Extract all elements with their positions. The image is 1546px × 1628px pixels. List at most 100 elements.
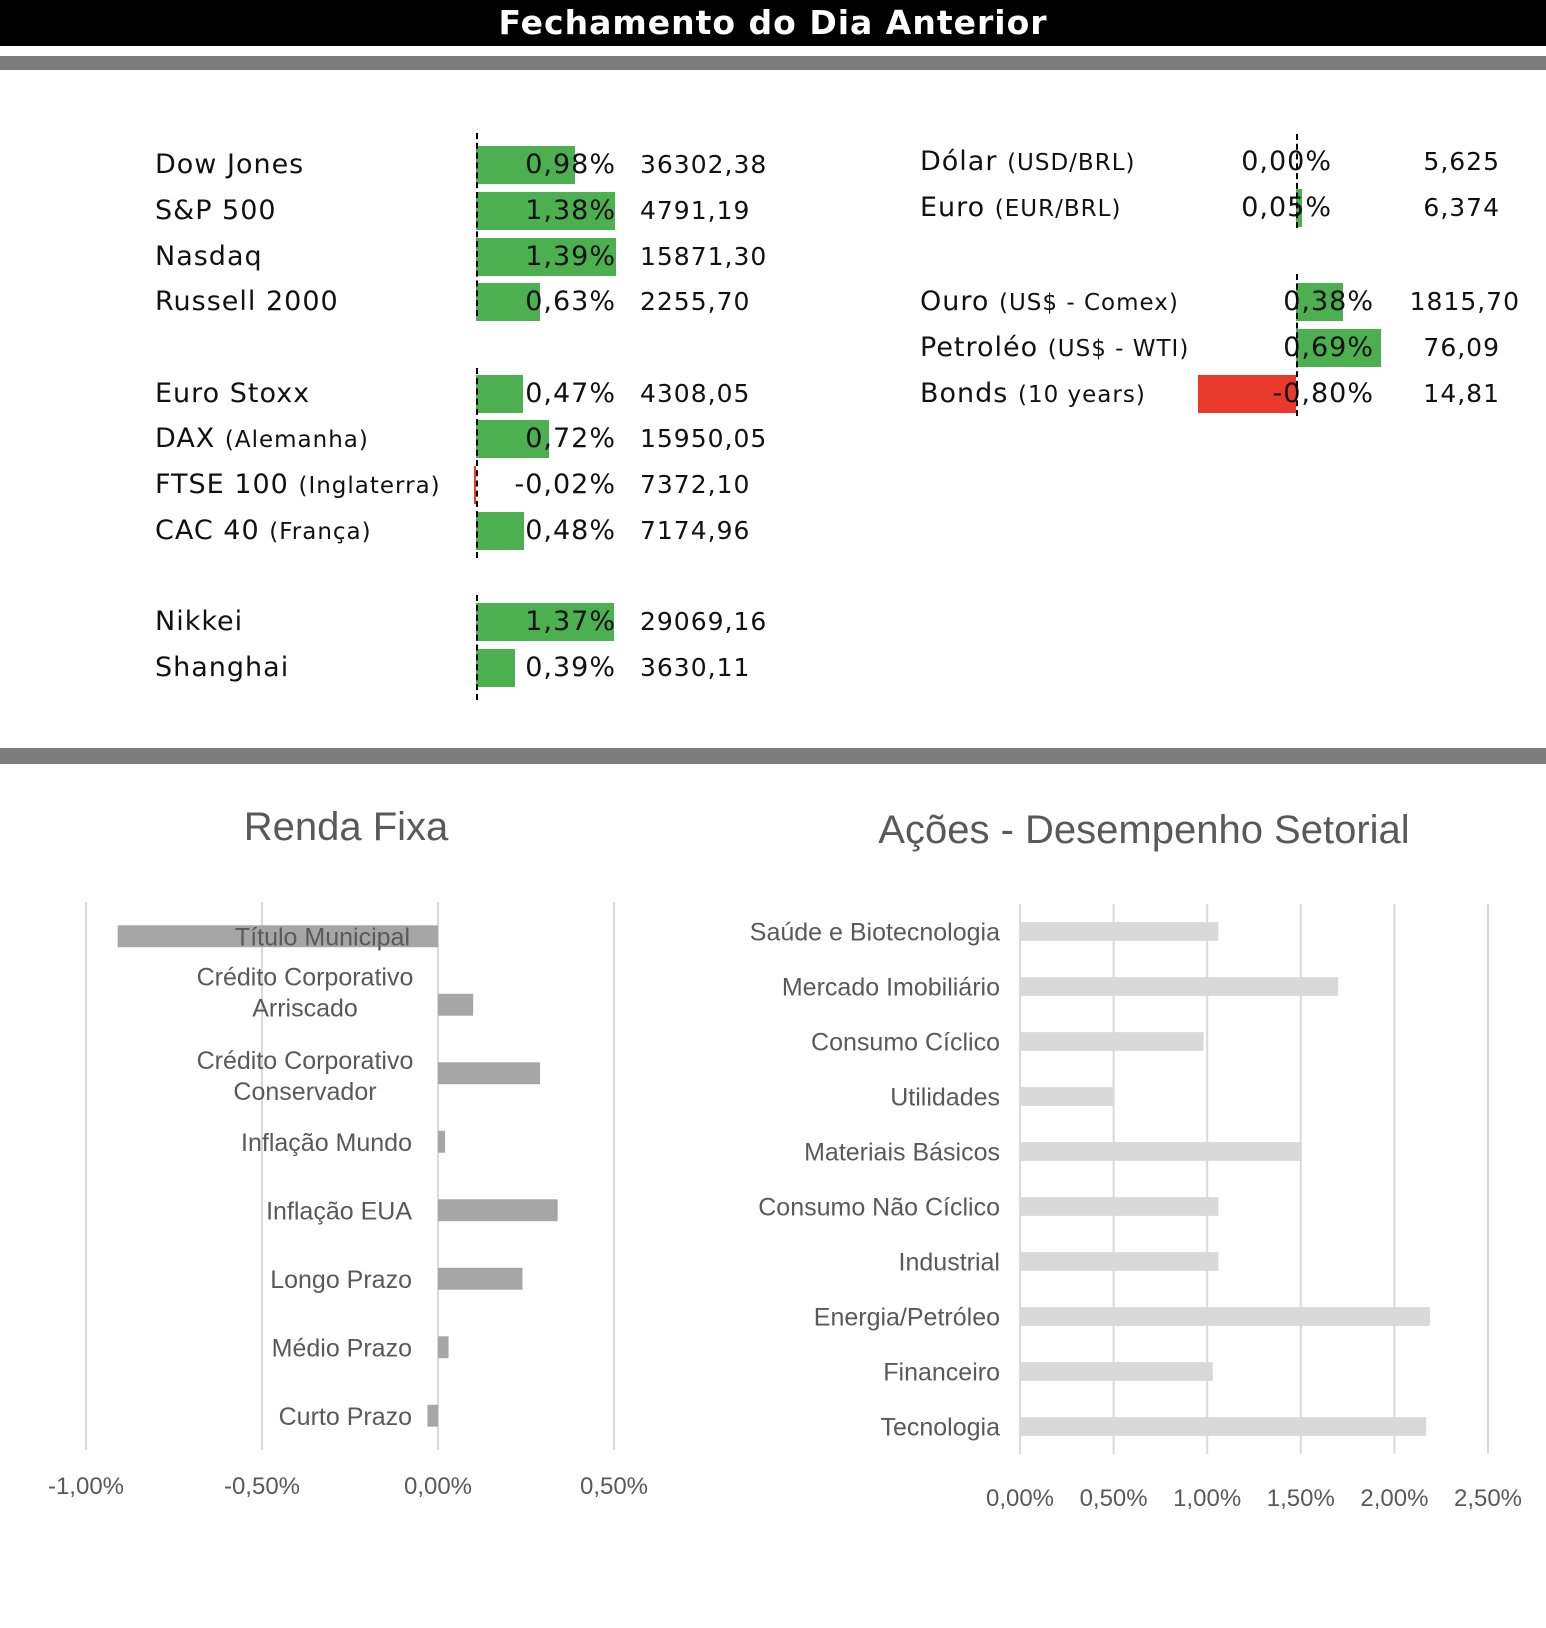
asset-name-sub: (10 years) — [1017, 382, 1146, 408]
index-pct: 0,39% — [525, 652, 616, 683]
category-label: Utilidades — [890, 1084, 1000, 1112]
index-name-main: DAX — [155, 423, 216, 454]
category-label: Saúde e Biotecnologia — [750, 919, 1000, 947]
asset-bar — [1296, 189, 1303, 227]
bar — [438, 1336, 449, 1359]
x-tick-label: 0,00% — [986, 1485, 1054, 1510]
index-pct: 1,38% — [525, 195, 616, 226]
index-row: CAC 40 (França) 0,48% 7174,96 — [0, 511, 780, 551]
asset-value: 14,81 — [1423, 379, 1500, 408]
index-name-main: Russell 2000 — [155, 286, 339, 317]
asset-bar — [1296, 329, 1381, 367]
index-pct: 0,98% — [525, 149, 616, 180]
category-label: Consumo Não Cíclico — [758, 1194, 1000, 1222]
index-zero-axis — [476, 595, 478, 700]
bar — [1020, 977, 1339, 996]
asset-name-sub: (USD/BRL) — [1007, 150, 1136, 176]
bar — [427, 1404, 438, 1427]
index-row: Nasdaq 1,39% 15871,30 — [0, 237, 780, 277]
asset-pct: 0,05% — [1241, 192, 1332, 223]
index-pct: 0,72% — [525, 423, 616, 454]
x-tick-label: 1,00% — [1173, 1485, 1241, 1510]
index-value: 7174,96 — [640, 516, 751, 545]
index-name: Russell 2000 — [155, 282, 339, 322]
index-row: Nikkei 1,37% 29069,16 — [0, 602, 780, 642]
index-name: Euro Stoxx — [155, 374, 310, 414]
index-row: Dow Jones 0,98% 36302,38 — [0, 145, 780, 185]
bar — [1020, 1307, 1430, 1326]
index-name: DAX (Alemanha) — [155, 419, 369, 460]
index-name-sub: (França) — [269, 519, 372, 545]
index-pct: 0,48% — [525, 515, 616, 546]
asset-row: Euro (EUR/BRL) 0,05% 6,374 — [0, 188, 1546, 228]
index-value: 4308,05 — [640, 379, 751, 408]
index-value: 15950,05 — [640, 424, 768, 453]
bar — [1020, 1087, 1114, 1106]
asset-name-main: Euro — [920, 192, 986, 223]
index-name: Nikkei — [155, 602, 243, 642]
index-value: 2255,70 — [640, 287, 751, 316]
bar — [117, 925, 439, 948]
bar — [1020, 1362, 1213, 1381]
category-label: Tecnologia — [880, 1414, 1000, 1442]
index-value: 15871,30 — [640, 242, 768, 271]
index-name-main: FTSE 100 — [155, 469, 289, 500]
asset-name: Petroléo (US$ - WTI) — [920, 328, 1189, 369]
asset-pct: 0,38% — [1283, 286, 1374, 317]
index-name: S&P 500 — [155, 191, 277, 231]
index-value: 3630,11 — [640, 653, 751, 682]
bar — [438, 1267, 523, 1290]
index-pct: 0,63% — [525, 286, 616, 317]
asset-row: Bonds (10 years) -0,80% 14,81 — [0, 374, 1546, 414]
asset-name-main: Bonds — [920, 378, 1009, 409]
renda-fixa-chart: Renda Fixa -1,00% -0,50% 0,00% 0,50% Título M… — [48, 805, 648, 1500]
index-name-main: Dow Jones — [155, 149, 305, 180]
index-name-main: Euro Stoxx — [155, 378, 311, 409]
bar — [1020, 1417, 1427, 1436]
asset-value: 76,09 — [1423, 333, 1500, 362]
bar — [1020, 1142, 1301, 1161]
index-value: 7372,10 — [640, 470, 751, 499]
setorial-chart: Ações - Desempenho Setorial 0,00% 0,50% 1,0… — [750, 808, 1522, 1510]
index-name: Dow Jones — [155, 145, 304, 185]
asset-row: Ouro (US$ - Comex) 0,38% 1815,70 — [0, 282, 1546, 322]
asset-bar — [1197, 375, 1296, 413]
x-tick-label: -1,00% — [48, 1473, 124, 1500]
x-tick-label: 0,50% — [580, 1473, 648, 1500]
index-zero-axis — [476, 368, 478, 558]
index-row: Shanghai 0,39% 3630,11 — [0, 648, 780, 688]
index-row: Euro Stoxx 0,47% 4308,05 — [0, 374, 780, 414]
middle-divider — [0, 748, 1546, 764]
asset-name-sub: (US$ - Comex) — [998, 290, 1179, 316]
index-value: 29069,16 — [640, 607, 768, 636]
asset-zero-axis — [1296, 134, 1298, 228]
category-label: Industrial — [899, 1249, 1000, 1277]
asset-name-sub: (US$ - WTI) — [1047, 336, 1190, 362]
index-zero-axis — [476, 133, 478, 316]
x-tick-label: 2,00% — [1360, 1485, 1428, 1510]
index-row: Russell 2000 0,63% 2255,70 — [0, 282, 780, 322]
asset-name-main: Petroléo — [920, 332, 1039, 363]
index-name-main: Shanghai — [155, 652, 290, 683]
asset-name: Bonds (10 years) — [920, 374, 1146, 415]
index-pct: 1,37% — [525, 606, 616, 637]
asset-name-main: Ouro — [920, 286, 990, 317]
index-bar — [476, 238, 617, 276]
index-row: DAX (Alemanha) 0,72% 15950,05 — [0, 419, 780, 459]
asset-bar — [1296, 283, 1343, 321]
asset-pct: 0,69% — [1283, 332, 1374, 363]
chart-title: Ações - Desempenho Setorial — [878, 808, 1409, 852]
bar — [1020, 922, 1219, 941]
bar — [438, 1062, 541, 1085]
asset-zero-axis — [1296, 274, 1298, 416]
index-row: FTSE 100 (Inglaterra) -0,02% 7372,10 — [0, 465, 780, 505]
asset-value: 6,374 — [1423, 193, 1500, 222]
index-bar — [476, 420, 549, 458]
x-tick-label: -0,50% — [224, 1473, 300, 1500]
category-label: Longo Prazo — [270, 1266, 412, 1294]
bar — [1020, 1032, 1204, 1051]
index-pct: -0,02% — [514, 469, 616, 500]
category-label: Inflação Mundo — [241, 1129, 412, 1157]
asset-name-sub: (EUR/BRL) — [994, 196, 1122, 222]
category-label: Crédito Corporativo Conservador — [197, 1047, 414, 1106]
